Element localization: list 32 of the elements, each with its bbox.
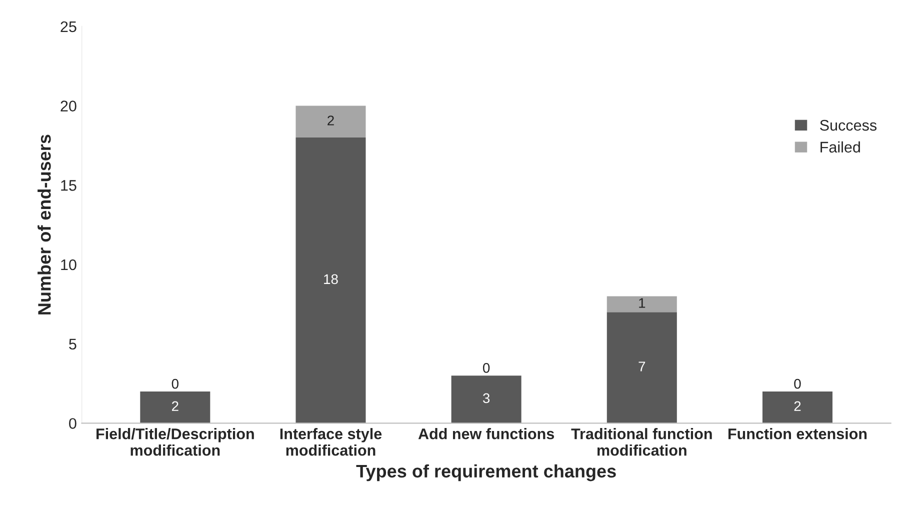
bar <box>606 312 677 424</box>
x-tick-label: Add new functions <box>418 428 554 440</box>
bar <box>451 376 522 424</box>
data-label: 2 <box>794 401 801 411</box>
y-axis-title: Number of end-users <box>38 134 51 314</box>
data-label: 18 <box>324 274 338 284</box>
data-label: 7 <box>638 362 646 372</box>
y-tick-label: 25 <box>60 21 76 32</box>
data-label: 0 <box>482 363 490 373</box>
data-label: 1 <box>639 298 646 308</box>
bar <box>762 391 832 424</box>
y-tick-label: 10 <box>61 259 76 270</box>
data-label: 0 <box>172 378 178 389</box>
bar <box>606 296 677 312</box>
x-tick-label: Function extension <box>728 428 867 440</box>
y-tick-label: 5 <box>69 338 76 350</box>
y-tick-label: 20 <box>60 100 76 112</box>
legend-label: Success <box>820 120 877 131</box>
data-label: 2 <box>172 401 178 411</box>
x-axis-title: Types of requirement changes <box>356 464 616 482</box>
y-tick-label: 0 <box>69 418 76 429</box>
legend-label: Failed <box>820 141 860 153</box>
data-label: 2 <box>328 116 334 126</box>
x-tick-label: Interface style modification <box>280 428 382 456</box>
bar <box>296 138 366 424</box>
x-tick-label: Traditional function modification <box>571 428 712 456</box>
bar <box>140 391 210 424</box>
y-tick-label: 15 <box>61 180 76 191</box>
x-tick-label: Field/Title/Description modification <box>96 428 254 456</box>
data-label: 0 <box>794 378 801 389</box>
bar <box>296 106 366 138</box>
data-label: 3 <box>482 393 490 404</box>
